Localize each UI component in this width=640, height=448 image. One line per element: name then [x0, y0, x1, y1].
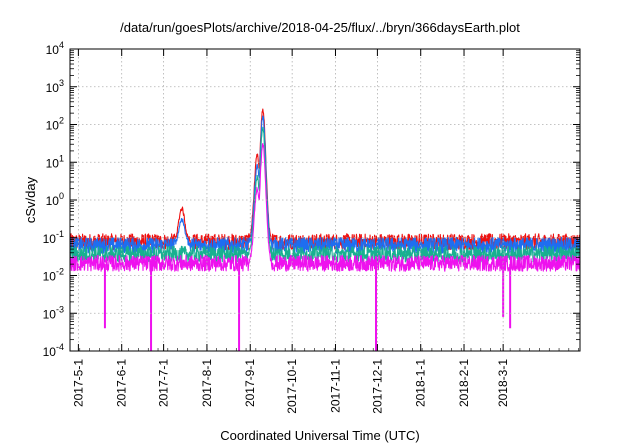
- x-tick-label: 2017-7-1: [157, 359, 171, 407]
- x-tick-label: 2017-8-1: [200, 359, 214, 407]
- x-axis-ticks: 2017-5-1 2017-6-1 2017-7-1 2017-8-1 2017-9-1…: [69, 49, 579, 414]
- y-tick-label: 104: [46, 40, 64, 57]
- chart-title: /data/run/goesPlots/archive/2018-04-25/f…: [120, 20, 520, 35]
- series-line-3: [69, 126, 581, 263]
- x-tick-label: 2017-5-1: [71, 359, 85, 407]
- y-tick-label: 103: [46, 78, 64, 95]
- x-tick-label: 2018-3-1: [496, 359, 510, 407]
- y-tick-label: 10-4: [43, 342, 64, 359]
- x-tick-label: 2017-9-1: [243, 359, 257, 407]
- y-axis-title: cSv/day: [23, 176, 38, 223]
- y-axis-ticks: 10-4 10-3 10-2 10-1 100 101 102 103 104: [43, 40, 580, 359]
- data-series-group: [69, 108, 581, 351]
- y-tick-label: 100: [46, 191, 64, 208]
- y-tick-label: 102: [46, 116, 64, 133]
- x-tick-label: 2018-1-1: [414, 359, 428, 407]
- grid-lines: [70, 49, 580, 351]
- y-tick-label: 10-1: [43, 229, 64, 246]
- x-tick-label: 2017-11-1: [328, 359, 342, 413]
- series-line-4: [69, 142, 581, 272]
- y-tick-label: 101: [46, 153, 64, 170]
- x-tick-label: 2017-12-1: [370, 359, 384, 414]
- series-line-2: [69, 115, 581, 254]
- x-tick-label: 2017-10-1: [285, 359, 299, 414]
- x-tick-label: 2017-6-1: [115, 359, 129, 407]
- x-axis-title: Coordinated Universal Time (UTC): [220, 428, 420, 443]
- y-tick-label: 10-3: [43, 304, 64, 321]
- y-tick-label: 10-2: [43, 267, 64, 284]
- x-tick-label: 2018-2-1: [457, 359, 471, 407]
